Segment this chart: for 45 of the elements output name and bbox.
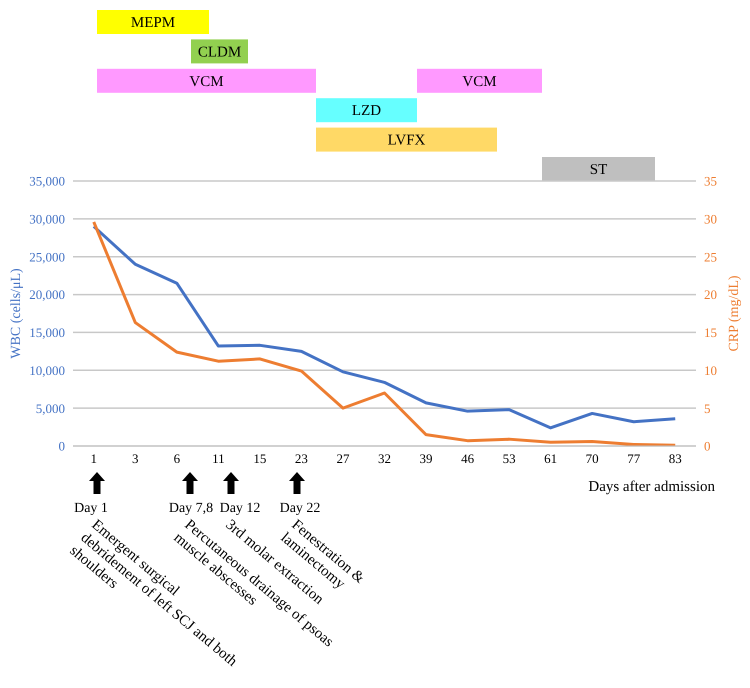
x-tick-label: 32 bbox=[378, 451, 391, 466]
text: Day 7,8 bbox=[168, 501, 214, 516]
y-tick-label: 35,000 bbox=[29, 174, 65, 189]
x-tick-label: 39 bbox=[420, 451, 433, 466]
x-tick-label: 6 bbox=[174, 451, 181, 466]
y2-axis-title: CRP (mg/dL) bbox=[727, 275, 742, 352]
y-axis-title: WBC (cells/μL) bbox=[9, 268, 24, 359]
x-tick-label: 3 bbox=[132, 451, 139, 466]
x-tick-label: 53 bbox=[502, 451, 516, 466]
y-tick-label: 20,000 bbox=[29, 287, 65, 302]
y2-tick-label: 0 bbox=[704, 438, 710, 454]
category-label: LVFX bbox=[388, 132, 426, 149]
y2-tick-label: 25 bbox=[704, 249, 717, 264]
x-tick-label: 83 bbox=[668, 451, 682, 466]
x-tick-label: 70 bbox=[586, 451, 599, 466]
y2-tick-label: 15 bbox=[704, 325, 717, 340]
y2-tick-label: 20 bbox=[704, 287, 717, 302]
text: Day 1 bbox=[74, 501, 108, 516]
x-tick-label: 77 bbox=[627, 451, 641, 466]
x-tick-label: 23 bbox=[294, 451, 308, 466]
y2-tick-label: 5 bbox=[704, 400, 710, 416]
y2-tick-label: 10 bbox=[704, 362, 717, 378]
category-label: LZD bbox=[352, 103, 382, 120]
x-tick-label: 46 bbox=[461, 451, 475, 466]
x-tick-label: 27 bbox=[336, 451, 350, 466]
y-tick-label: 5,000 bbox=[36, 400, 65, 416]
category-label: MEPM bbox=[130, 15, 176, 31]
x-tick-label: 61 bbox=[544, 451, 558, 466]
category-label: VCM bbox=[462, 74, 497, 90]
category-label: CLDM bbox=[198, 44, 242, 60]
y2-tick-label: 30 bbox=[704, 211, 717, 226]
y-tick-label: 15,000 bbox=[29, 325, 65, 340]
y-tick-label: 0 bbox=[58, 438, 65, 454]
x-tick-label: 1 bbox=[90, 451, 98, 466]
y-tick-label: 10,000 bbox=[29, 362, 65, 378]
text: Day 22 bbox=[280, 501, 320, 516]
y-tick-label: 30,000 bbox=[29, 211, 65, 226]
x-tick-label: 11 bbox=[212, 451, 225, 466]
x-tick-label: 15 bbox=[253, 451, 266, 466]
x-axis-title: Days after admission bbox=[588, 479, 716, 495]
text: Day 12 bbox=[220, 501, 260, 516]
category-label: ST bbox=[590, 162, 608, 178]
y2-tick-label: 35 bbox=[704, 174, 717, 189]
category-label: VCM bbox=[189, 74, 224, 90]
y-tick-label: 25,000 bbox=[29, 249, 65, 264]
